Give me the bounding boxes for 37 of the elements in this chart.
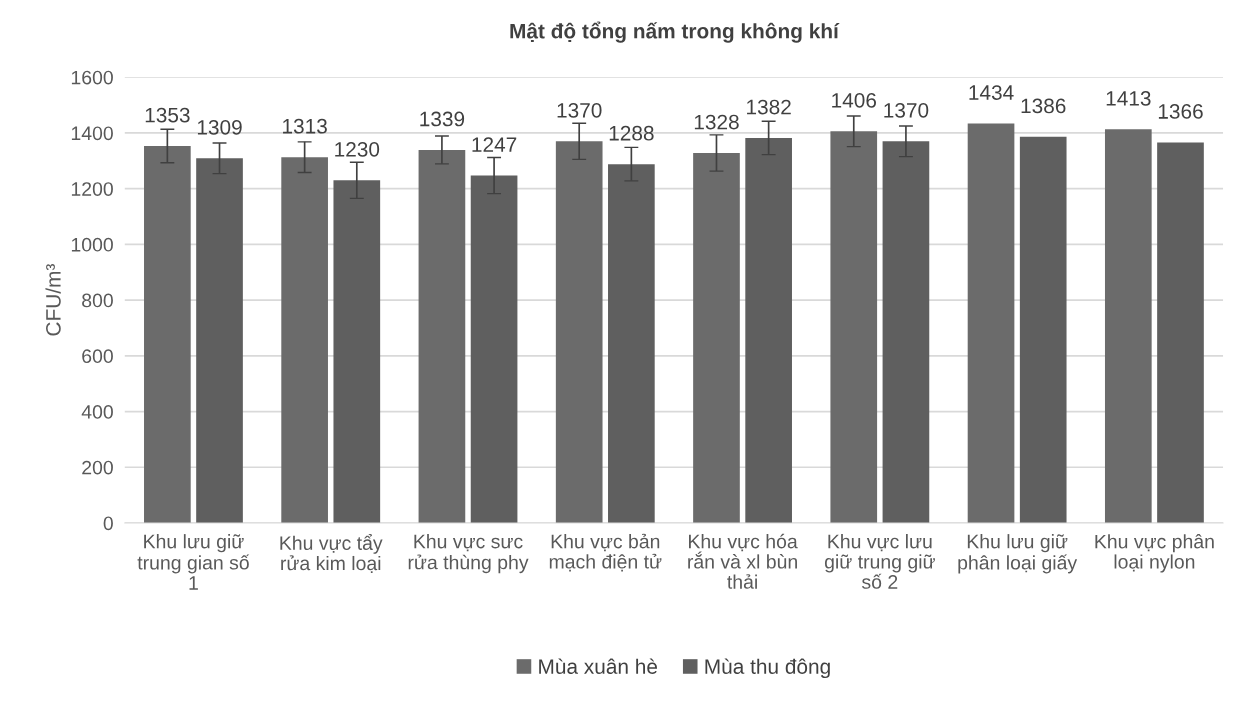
data-label: 1313 [283, 118, 327, 134]
data-label: 1434 [969, 85, 1014, 100]
x-tick-label: Khu vực phân loại nylon [1095, 534, 1214, 573]
chart-title: Mật độ tổng nấm trong không khí [510, 21, 840, 43]
data-label: 1288 [609, 125, 654, 141]
y-tick-label: 1000 [71, 237, 113, 252]
x-tick-label: Khu vực sưc rửa thùng phy [408, 534, 529, 574]
y-tick-label: 1200 [71, 182, 113, 196]
data-label: 1328 [694, 114, 739, 130]
data-label: 1230 [335, 141, 380, 157]
data-label: 1339 [420, 111, 465, 127]
legend-label: Mùa xuân hè [539, 658, 658, 674]
y-tick-label: 600 [82, 349, 113, 364]
data-label: 1370 [884, 102, 929, 118]
data-label: 1309 [197, 119, 242, 135]
x-tick-label: Khu lưu giữ trung gian số 1 [137, 534, 250, 590]
y-tick-label: 1600 [71, 70, 113, 85]
y-tick-label: 400 [81, 405, 113, 419]
y-tick-label: 800 [82, 293, 113, 308]
x-tick-label: Khu vực bản mạch điện tử [549, 533, 662, 572]
y-axis-title: CFU/m³ [45, 264, 61, 336]
data-label: 1382 [747, 99, 791, 115]
data-label: 1353 [145, 107, 190, 123]
y-tick-label: 1400 [71, 126, 113, 141]
data-label: 1386 [1021, 98, 1066, 114]
x-tick-label: Khu lưu giữ phân loại giấy [958, 534, 1078, 574]
data-label: 1406 [832, 92, 877, 108]
legend-label: Mùa thu đông [705, 658, 830, 679]
data-label: 1370 [557, 102, 602, 118]
data-label: 1366 [1158, 104, 1203, 119]
x-tick-label: Khu vực hóa rắn và xl bùn thải [688, 533, 798, 589]
data-label: 1413 [1106, 91, 1151, 106]
x-tick-label: Khu vực lưu giữ trung giữ số 2 [824, 534, 935, 589]
y-tick-label: 200 [82, 460, 113, 475]
y-tick-label: 0 [103, 516, 113, 531]
data-label: 1247 [472, 137, 517, 152]
x-tick-label: Khu vực tẩy rửa kim loại [280, 534, 383, 573]
